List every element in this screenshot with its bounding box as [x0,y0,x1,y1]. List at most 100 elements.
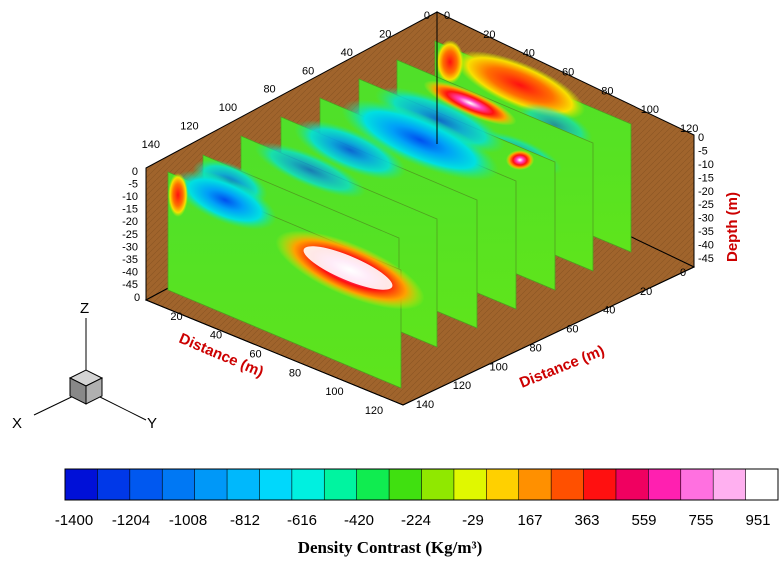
depth-axis-right-tick-0: 0 [698,132,704,144]
depth-axis-left-tick-5: -25 [122,229,138,241]
depth-axis-left-tick-6: -30 [122,241,138,253]
colorbar-cell-0 [65,469,98,500]
colorbar-cell-14 [518,469,552,500]
depth-axis-right-tick-6: -30 [698,213,714,225]
colorbar-cell-8 [324,469,358,500]
colorbar-tick-label-8: 167 [517,512,542,529]
colorbar-cell-19 [680,469,714,500]
back-axis-b-tick-2: 40 [523,48,535,60]
back-axis-b-tick-6: 120 [680,123,698,135]
colorbar-cell-10 [389,469,422,500]
colorbar-cell-21 [745,469,779,500]
x-axis-left-tick-0: 0 [134,292,140,304]
slices [167,40,632,389]
depth-axis-right-tick-9: -45 [698,253,714,265]
colorbar-tick-label-1: -1204 [112,512,150,529]
colorbar-tick-label-5: -420 [344,512,374,529]
triad-label-z: Z [80,300,89,317]
back-axis-b-tick-3: 60 [562,67,574,79]
depth-axis-right-tick-3: -15 [698,172,714,184]
depth-axis-right-tick-2: -10 [698,159,714,171]
colorbar-cell-2 [129,469,163,500]
colorbar-cell-3 [162,469,196,500]
back-axis-a-tick-7: 140 [142,139,160,151]
slice-0 [167,170,425,389]
back-axis-a-tick-6: 120 [180,121,198,133]
colorbar-tick-label-2: -1008 [169,512,207,529]
colorbar-cell-13 [486,469,520,500]
back-axis-a-tick-2: 40 [341,47,353,59]
depth-axis-right-tick-4: -20 [698,186,714,198]
colorbar-cell-4 [194,469,228,500]
colorbar-tick-label-11: 755 [688,512,713,529]
colorbar-cell-6 [259,469,293,500]
colorbar [64,468,779,501]
back-axis-a-tick-4: 80 [263,84,275,96]
colorbar-frame [64,468,779,501]
colorbar-tick-label-7: -29 [462,512,484,529]
colorbar-tick-label-12: 951 [745,512,770,529]
colorbar-cell-12 [453,469,487,500]
x-axis-left-tick-3: 60 [249,349,261,361]
x-axis-left-tick-5: 100 [325,386,343,398]
depth-axis-title: Depth (m) [724,192,741,262]
x-axis-right-tick-5: 100 [490,361,508,373]
depth-axis-right-tick-5: -25 [698,199,714,211]
x-axis-right-tick-3: 60 [566,324,578,336]
x-axis-left-tick-2: 40 [210,330,222,342]
colorbar-cell-16 [583,469,617,500]
colorbar-cell-11 [421,469,455,500]
colorbar-tick-label-10: 559 [631,512,656,529]
back-axis-b-ticks: 0 20 40 60 80 100 120 [444,10,698,135]
x-axis-right-tick-0: 0 [680,267,686,279]
x-axis-right-tick-2: 40 [603,305,615,317]
depth-axis-left-tick-3: -15 [122,204,138,216]
x-axis-right-tick-1: 20 [640,286,652,298]
triad-label-y: Y [147,415,157,432]
colorbar-cell-9 [356,469,390,500]
x-axis-left-tick-6: 120 [365,405,383,417]
orientation-triad: Z X Y [12,300,157,432]
x-axis-left-tick-1: 20 [170,311,182,323]
back-axis-a-ticks: 0 20 40 60 80 100 120 140 [142,10,430,151]
x-axis-left-ticks: 0 20 40 60 80 100 120 [134,292,383,417]
depth-axis-left-tick-4: -20 [122,216,138,228]
depth-axis-right-ticks: 0-5 -10-15 -20-25 -30-35 -40-45 [698,132,714,265]
depth-axis-left-tick-9: -45 [122,279,138,291]
x-axis-left-tick-4: 80 [289,367,301,379]
x-axis-right-tick-6: 120 [453,380,471,392]
colorbar-cell-1 [97,469,131,500]
colorbar-cell-17 [615,469,649,500]
colorbar-cell-5 [227,469,260,500]
depth-axis-left-tick-1: -5 [128,179,138,191]
colorbar-tick-label-4: -616 [287,512,317,529]
back-axis-a-tick-0: 0 [424,10,430,22]
back-axis-a-tick-1: 20 [379,28,391,40]
depth-axis-left-tick-8: -40 [122,266,138,278]
colorbar-cell-20 [713,469,747,500]
colorbar-tick-label-6: -224 [401,512,431,529]
depth-axis-right-tick-7: -35 [698,226,714,238]
depth-axis-right-tick-1: -5 [698,145,708,157]
depth-axis-left-tick-2: -10 [122,191,138,203]
depth-axis-left-tick-7: -35 [122,254,138,266]
colorbar-tick-labels: -1400 -1204 -1008 -812 -616 -420 -224 -29 167 363… [55,512,771,529]
colorbar-title: Density Contrast (Kg/m³) [297,538,483,557]
box-frame [145,12,695,406]
colorbar-cell-7 [291,469,325,500]
x-axis-right-tick-7: 140 [416,399,434,411]
back-axis-b-tick-1: 20 [483,29,495,41]
triad-label-x: X [12,415,22,432]
depth-axis-right-tick-8: -40 [698,240,714,252]
colorbar-tick-label-3: -812 [230,512,260,529]
colorbar-cell-15 [551,469,585,500]
depth-axis-left-tick-0: 0 [132,166,138,178]
depth-axis-left-ticks: 0-5-10-15-20-25-30-35-40-45 [122,166,138,291]
back-axis-b-tick-0: 0 [444,10,450,22]
colorbar-tick-label-0: -1400 [55,512,93,529]
colorbar-tick-label-9: 363 [574,512,599,529]
colorbar-cell-18 [648,469,682,500]
x-axis-right-ticks: 0 20 40 60 80 100 120 140 [416,267,686,411]
back-axis-a-tick-3: 60 [302,65,314,77]
